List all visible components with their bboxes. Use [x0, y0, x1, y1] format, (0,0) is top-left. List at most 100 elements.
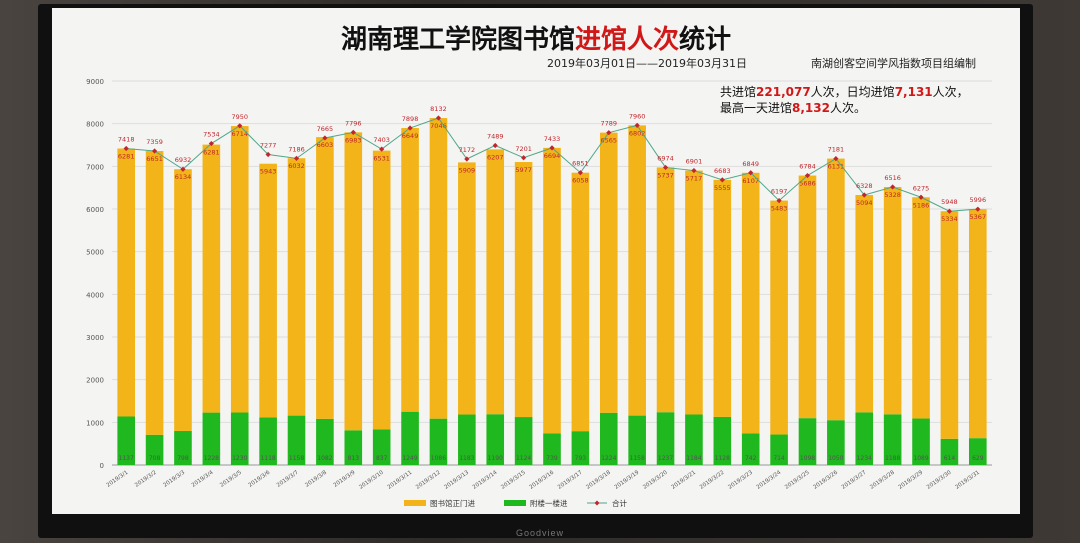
- chart-title: 湖南理工学院图书馆进馆人次统计: [341, 24, 731, 55]
- x-tick-label: 2019/3/7: [276, 469, 300, 488]
- data-label-main: 6714: [231, 130, 248, 138]
- data-label-total: 6849: [742, 160, 759, 168]
- total-marker: [435, 115, 442, 121]
- total-marker: [293, 155, 300, 161]
- x-tick-label: 2019/3/2: [134, 470, 158, 489]
- data-label-annex: 1190: [488, 455, 503, 462]
- x-tick-label: 2019/3/6: [248, 469, 272, 488]
- x-tick-label: 2019/3/26: [812, 469, 839, 490]
- bar-annex-entry: [259, 417, 277, 465]
- summary-l1c: 人次，: [933, 85, 969, 99]
- credit-text: 南湖创客空间学风指数项目组编制: [811, 56, 976, 70]
- data-label-main: 6281: [203, 149, 220, 157]
- summary-line-2: 最高一天进馆8,132人次。: [720, 100, 866, 115]
- y-tick-label: 7000: [86, 163, 104, 171]
- bar-main-entry: [912, 197, 930, 419]
- title-part-3: 统计: [679, 24, 731, 55]
- bar-main-entry: [713, 179, 732, 417]
- y-tick-label: 2000: [86, 377, 104, 385]
- total-marker: [662, 164, 669, 171]
- data-label-annex: 1158: [289, 455, 304, 462]
- x-tick-label: 2019/3/19: [614, 469, 641, 490]
- bar-main-entry: [316, 137, 334, 419]
- bar-annex-entry: [429, 418, 448, 465]
- x-tick-label: 2019/3/3: [162, 469, 186, 488]
- summary-total: 221,077: [756, 85, 811, 99]
- total-marker: [549, 145, 555, 151]
- x-tick-label: 2019/3/30: [926, 469, 953, 490]
- data-label-total: 7186: [288, 145, 305, 153]
- y-tick-label: 3000: [86, 334, 104, 342]
- data-label-total: 7796: [345, 119, 362, 127]
- bar-annex-entry: [883, 414, 902, 465]
- bar-main-entry: [827, 158, 845, 421]
- x-tick-label: 2019/3/21: [671, 470, 698, 491]
- bar-main-entry: [145, 151, 164, 435]
- data-label-annex: 1082: [317, 455, 332, 462]
- bar-main-entry: [401, 128, 419, 412]
- data-label-total: 6784: [799, 163, 816, 171]
- data-label-total: 7433: [544, 135, 561, 143]
- data-label-total: 7359: [146, 138, 163, 146]
- y-tick-label: 8000: [86, 121, 104, 129]
- x-tick-label: 2019/3/23: [727, 469, 754, 490]
- bar-annex-entry: [543, 433, 561, 465]
- x-tick-label: 2019/3/31: [954, 470, 981, 491]
- legend-swatch-annex: [504, 500, 526, 506]
- data-label-total: 7789: [601, 120, 618, 128]
- data-label-total: 7534: [203, 131, 220, 139]
- x-tick-label: 2019/3/10: [358, 469, 385, 490]
- data-label-annex: 1184: [686, 455, 701, 462]
- total-marker: [265, 151, 271, 158]
- summary-l2a: 最高一天进馆: [720, 100, 792, 115]
- chart-area: 湖南理工学院图书馆进馆人次统计 2019年03月01日——2019年03月31日…: [86, 24, 992, 508]
- data-label-main: 6207: [487, 153, 504, 161]
- x-tick-label: 2019/3/12: [415, 470, 442, 491]
- bar-annex-entry: [514, 417, 533, 465]
- total-marker: [464, 156, 470, 162]
- data-label-annex: 1188: [885, 455, 900, 462]
- bar-annex-entry: [117, 416, 135, 465]
- data-label-annex: 1183: [459, 455, 474, 462]
- data-label-main: 6131: [828, 163, 845, 171]
- total-marker: [833, 156, 839, 162]
- data-label-main: 5094: [856, 199, 873, 207]
- x-tick-label: 2019/3/5: [219, 469, 243, 488]
- legend-swatch-main: [404, 500, 426, 506]
- x-tick-label: 2019/3/20: [642, 469, 669, 490]
- bar-annex-entry: [458, 414, 476, 465]
- legend-marker-total: [594, 500, 600, 506]
- y-tick-label: 0: [100, 462, 104, 470]
- bar-annex-entry: [685, 414, 703, 465]
- x-tick-label: 2019/3/28: [869, 469, 896, 490]
- data-label-annex: 1098: [800, 455, 815, 462]
- bar-main-entry: [372, 150, 391, 430]
- data-label-total: 5948: [941, 198, 958, 206]
- total-marker: [776, 197, 782, 204]
- data-label-annex: 714: [773, 455, 785, 462]
- bar-main-entry: [259, 163, 277, 418]
- total-marker: [180, 166, 186, 172]
- bar-annex-entry: [827, 420, 845, 465]
- total-marker: [521, 155, 527, 161]
- data-label-total: 7403: [373, 136, 390, 144]
- data-label-main: 6603: [317, 141, 334, 149]
- legend-label-main: 图书馆正门进: [430, 498, 475, 508]
- data-label-annex: 1124: [516, 455, 531, 462]
- data-label-main: 6694: [544, 152, 561, 160]
- bar-main-entry: [940, 211, 959, 439]
- x-tick-label: 2019/3/24: [756, 469, 783, 490]
- data-label-main: 6281: [118, 152, 135, 160]
- total-marker: [946, 208, 953, 214]
- x-axis: 2019/3/1 2019/3/2 2019/3/3 2019/3/4 2019/3/5…: [106, 469, 981, 490]
- total-marker: [634, 122, 640, 128]
- data-label-annex: 1128: [715, 455, 730, 462]
- data-label-main: 6032: [288, 162, 305, 170]
- bar-main-entry: [458, 162, 476, 415]
- data-label-total: 7418: [118, 135, 135, 143]
- legend: 图书馆正门进 附楼一楼进 合计: [404, 498, 627, 508]
- title-part-2: 进馆人次: [575, 24, 679, 55]
- x-tick-label: 2019/3/1: [106, 470, 130, 489]
- data-label-total: 6328: [856, 182, 873, 190]
- x-tick-label: 2019/3/16: [529, 469, 556, 490]
